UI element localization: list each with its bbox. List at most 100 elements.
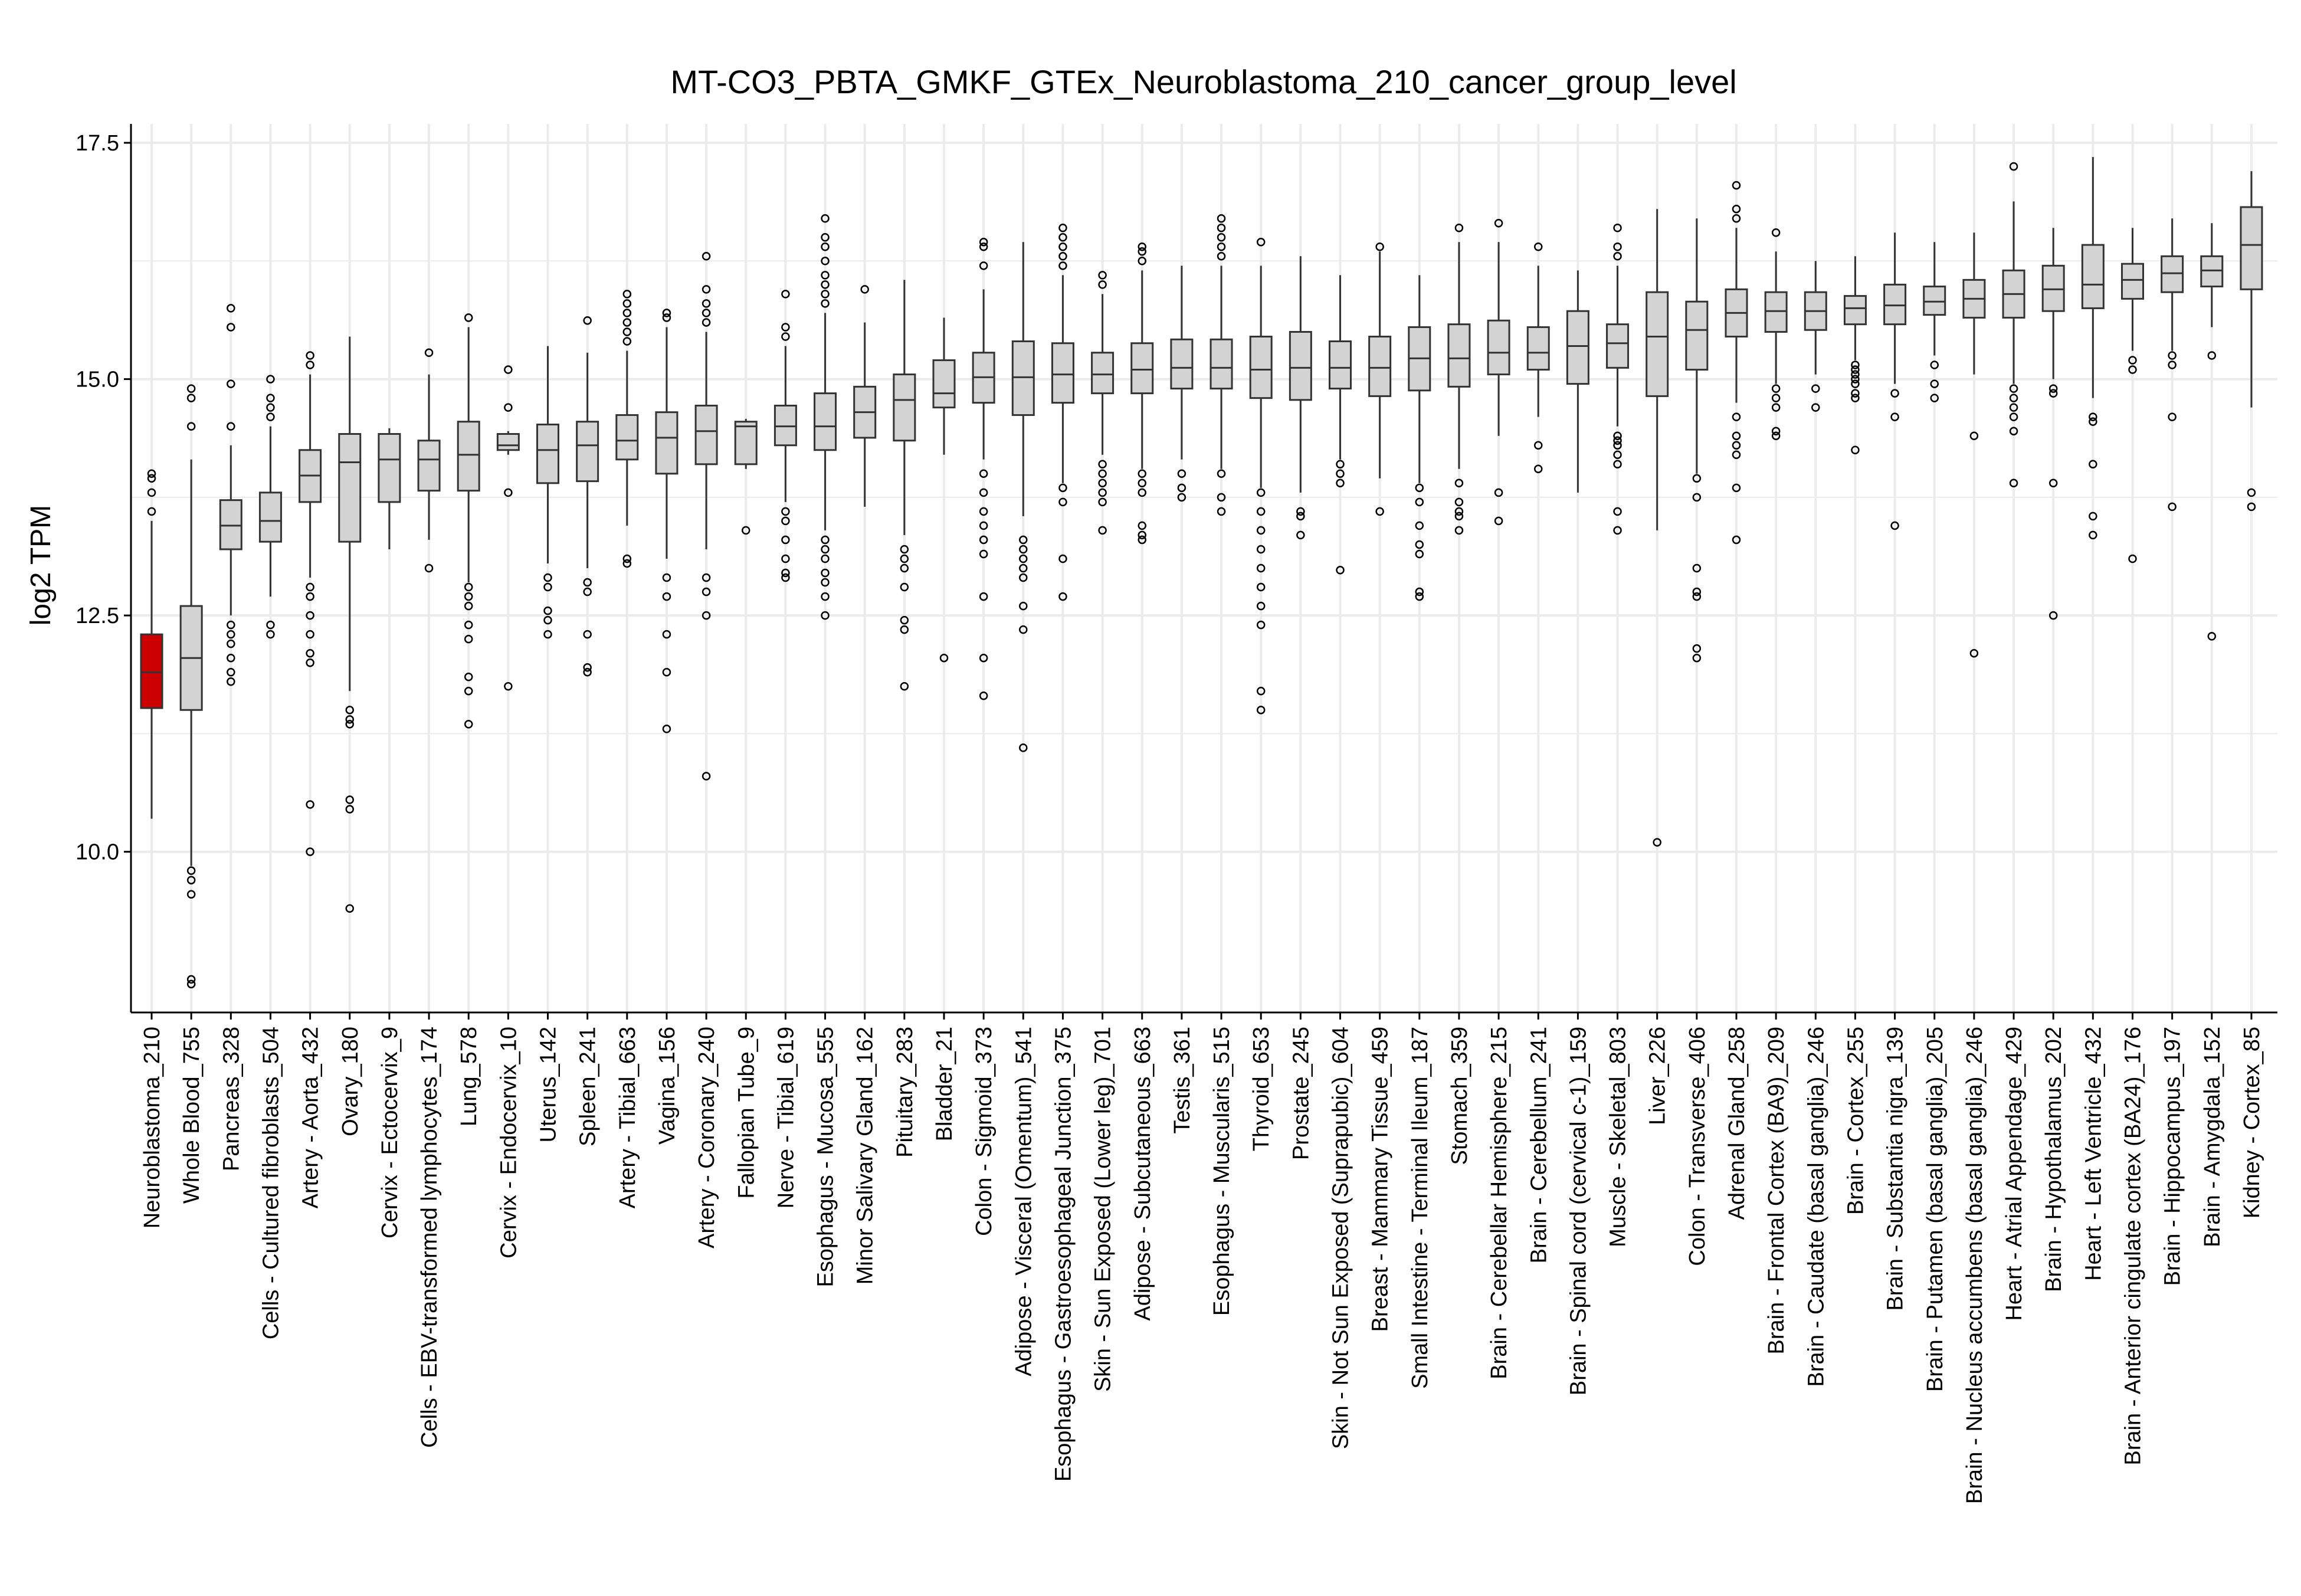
outlier-point xyxy=(464,687,473,696)
outlier-point xyxy=(1454,526,1464,535)
outlier-point xyxy=(186,890,196,899)
outlier-point xyxy=(583,667,592,677)
box-group xyxy=(1289,256,1312,540)
outlier-point xyxy=(2009,427,2018,435)
box-iqr xyxy=(694,404,718,466)
x-tick-label: Nerve - Tibial_619 xyxy=(773,1027,798,1208)
outlier-point xyxy=(1692,587,1702,597)
outlier-point xyxy=(1415,497,1424,507)
outlier-point xyxy=(345,795,354,804)
outlier-point xyxy=(2089,530,2097,540)
outlier-point xyxy=(186,866,196,875)
box-group xyxy=(1249,238,1273,715)
outlier-point xyxy=(1771,427,1781,435)
outlier-point xyxy=(2168,412,2177,421)
box-group xyxy=(1883,232,1907,530)
outlier-point xyxy=(781,535,790,545)
x-tick-label: Ovary_180 xyxy=(338,1027,363,1136)
x-tick-label: Brain - Substantia nigra_139 xyxy=(1883,1027,1908,1311)
outlier-point xyxy=(622,290,632,299)
outlier-point xyxy=(1217,223,1226,232)
outlier-point xyxy=(345,706,354,715)
outlier-point xyxy=(1415,521,1424,530)
outlier-point xyxy=(979,469,988,479)
outlier-point xyxy=(1058,233,1067,242)
box-iqr xyxy=(773,404,797,447)
outlier-point xyxy=(1138,469,1146,479)
outlier-point xyxy=(2247,502,2256,512)
box-group xyxy=(1606,223,1630,535)
outlier-point xyxy=(821,592,830,601)
outlier-point xyxy=(227,630,235,639)
outlier-point xyxy=(1653,838,1661,847)
x-tick-label: Cells - EBV-transformed lymphocytes_174 xyxy=(417,1027,442,1448)
x-tick-label: Fallopian Tube_9 xyxy=(734,1027,759,1199)
box-iqr xyxy=(2240,206,2263,290)
x-tick-label: Colon - Transverse_406 xyxy=(1685,1027,1710,1266)
outlier-point xyxy=(1811,403,1820,412)
box-group xyxy=(1804,261,1827,412)
outlier-point xyxy=(979,507,988,516)
outlier-point xyxy=(1256,545,1266,554)
outlier-point xyxy=(1098,280,1107,289)
box-iqr xyxy=(655,411,678,475)
outlier-point xyxy=(821,568,830,578)
outlier-point xyxy=(979,535,988,545)
outlier-point xyxy=(1692,493,1702,502)
box-iqr xyxy=(1249,335,1273,399)
box-group xyxy=(932,317,956,663)
outlier-point xyxy=(424,563,434,573)
x-tick-label: Brain - Nucleus accumbens (basal ganglia… xyxy=(1962,1027,1987,1504)
x-tick-label: Skin - Not Sun Exposed (Suprapubic)_604 xyxy=(1329,1027,1353,1449)
x-tick-label: Neuroblastoma_210 xyxy=(140,1027,165,1228)
outlier-point xyxy=(1851,394,1860,402)
box-iqr xyxy=(2041,264,2065,312)
outlier-point xyxy=(1336,469,1345,479)
outlier-point xyxy=(781,290,790,299)
x-tick-label: Adipose - Subcutaneous_663 xyxy=(1130,1027,1155,1321)
box-group xyxy=(1329,275,1352,575)
x-tick-label: Spleen_241 xyxy=(576,1027,601,1146)
outlier-point xyxy=(900,545,909,554)
box-iqr xyxy=(576,421,599,483)
x-tick-label: Brain - Frontal Cortex (BA9)_209 xyxy=(1764,1027,1789,1354)
outlier-point xyxy=(2168,502,2177,512)
box-group xyxy=(140,469,163,819)
outlier-point xyxy=(1613,431,1622,440)
outlier-point xyxy=(266,630,275,639)
outlier-point xyxy=(821,271,830,280)
outlier-point xyxy=(1415,483,1424,493)
outlier-point xyxy=(1336,479,1345,488)
outlier-point xyxy=(1256,582,1266,592)
chart-title: MT-CO3_PBTA_GMKF_GTEx_Neuroblastoma_210_… xyxy=(670,63,1736,100)
outlier-point xyxy=(1138,479,1146,488)
outlier-point xyxy=(345,720,354,729)
x-tick-label: Brain - Cerebellum_241 xyxy=(1526,1027,1551,1263)
x-tick-label: Brain - Caudate (basal ganglia)_246 xyxy=(1804,1027,1828,1387)
x-tick-label: Artery - Tibial_663 xyxy=(615,1027,640,1208)
x-tick-label: Pancreas_328 xyxy=(219,1027,244,1171)
box-group xyxy=(1170,266,1194,502)
outlier-point xyxy=(2207,351,2217,360)
outlier-point xyxy=(1969,431,1979,440)
box-iqr xyxy=(1051,342,1074,404)
outlier-point xyxy=(1177,493,1186,502)
outlier-point xyxy=(1058,242,1067,251)
x-tick-label: Brain - Anterior cingulate cortex (BA24)… xyxy=(2121,1027,2146,1466)
box-group xyxy=(1130,242,1154,545)
outlier-point xyxy=(2048,479,2058,488)
box-group xyxy=(814,214,837,620)
x-tick-label: Artery - Aorta_432 xyxy=(299,1027,323,1208)
outlier-point xyxy=(900,554,909,563)
box-group xyxy=(378,428,401,549)
outlier-point xyxy=(1771,384,1781,393)
outlier-point xyxy=(1811,384,1820,393)
outlier-point xyxy=(2168,361,2177,369)
outlier-point xyxy=(900,625,909,634)
x-tick-label: Colon - Sigmoid_373 xyxy=(972,1027,997,1236)
outlier-point xyxy=(1019,573,1028,582)
outlier-point xyxy=(1454,479,1464,488)
outlier-point xyxy=(1851,361,1860,369)
box-group xyxy=(1764,228,1788,440)
outlier-point xyxy=(1138,247,1146,256)
